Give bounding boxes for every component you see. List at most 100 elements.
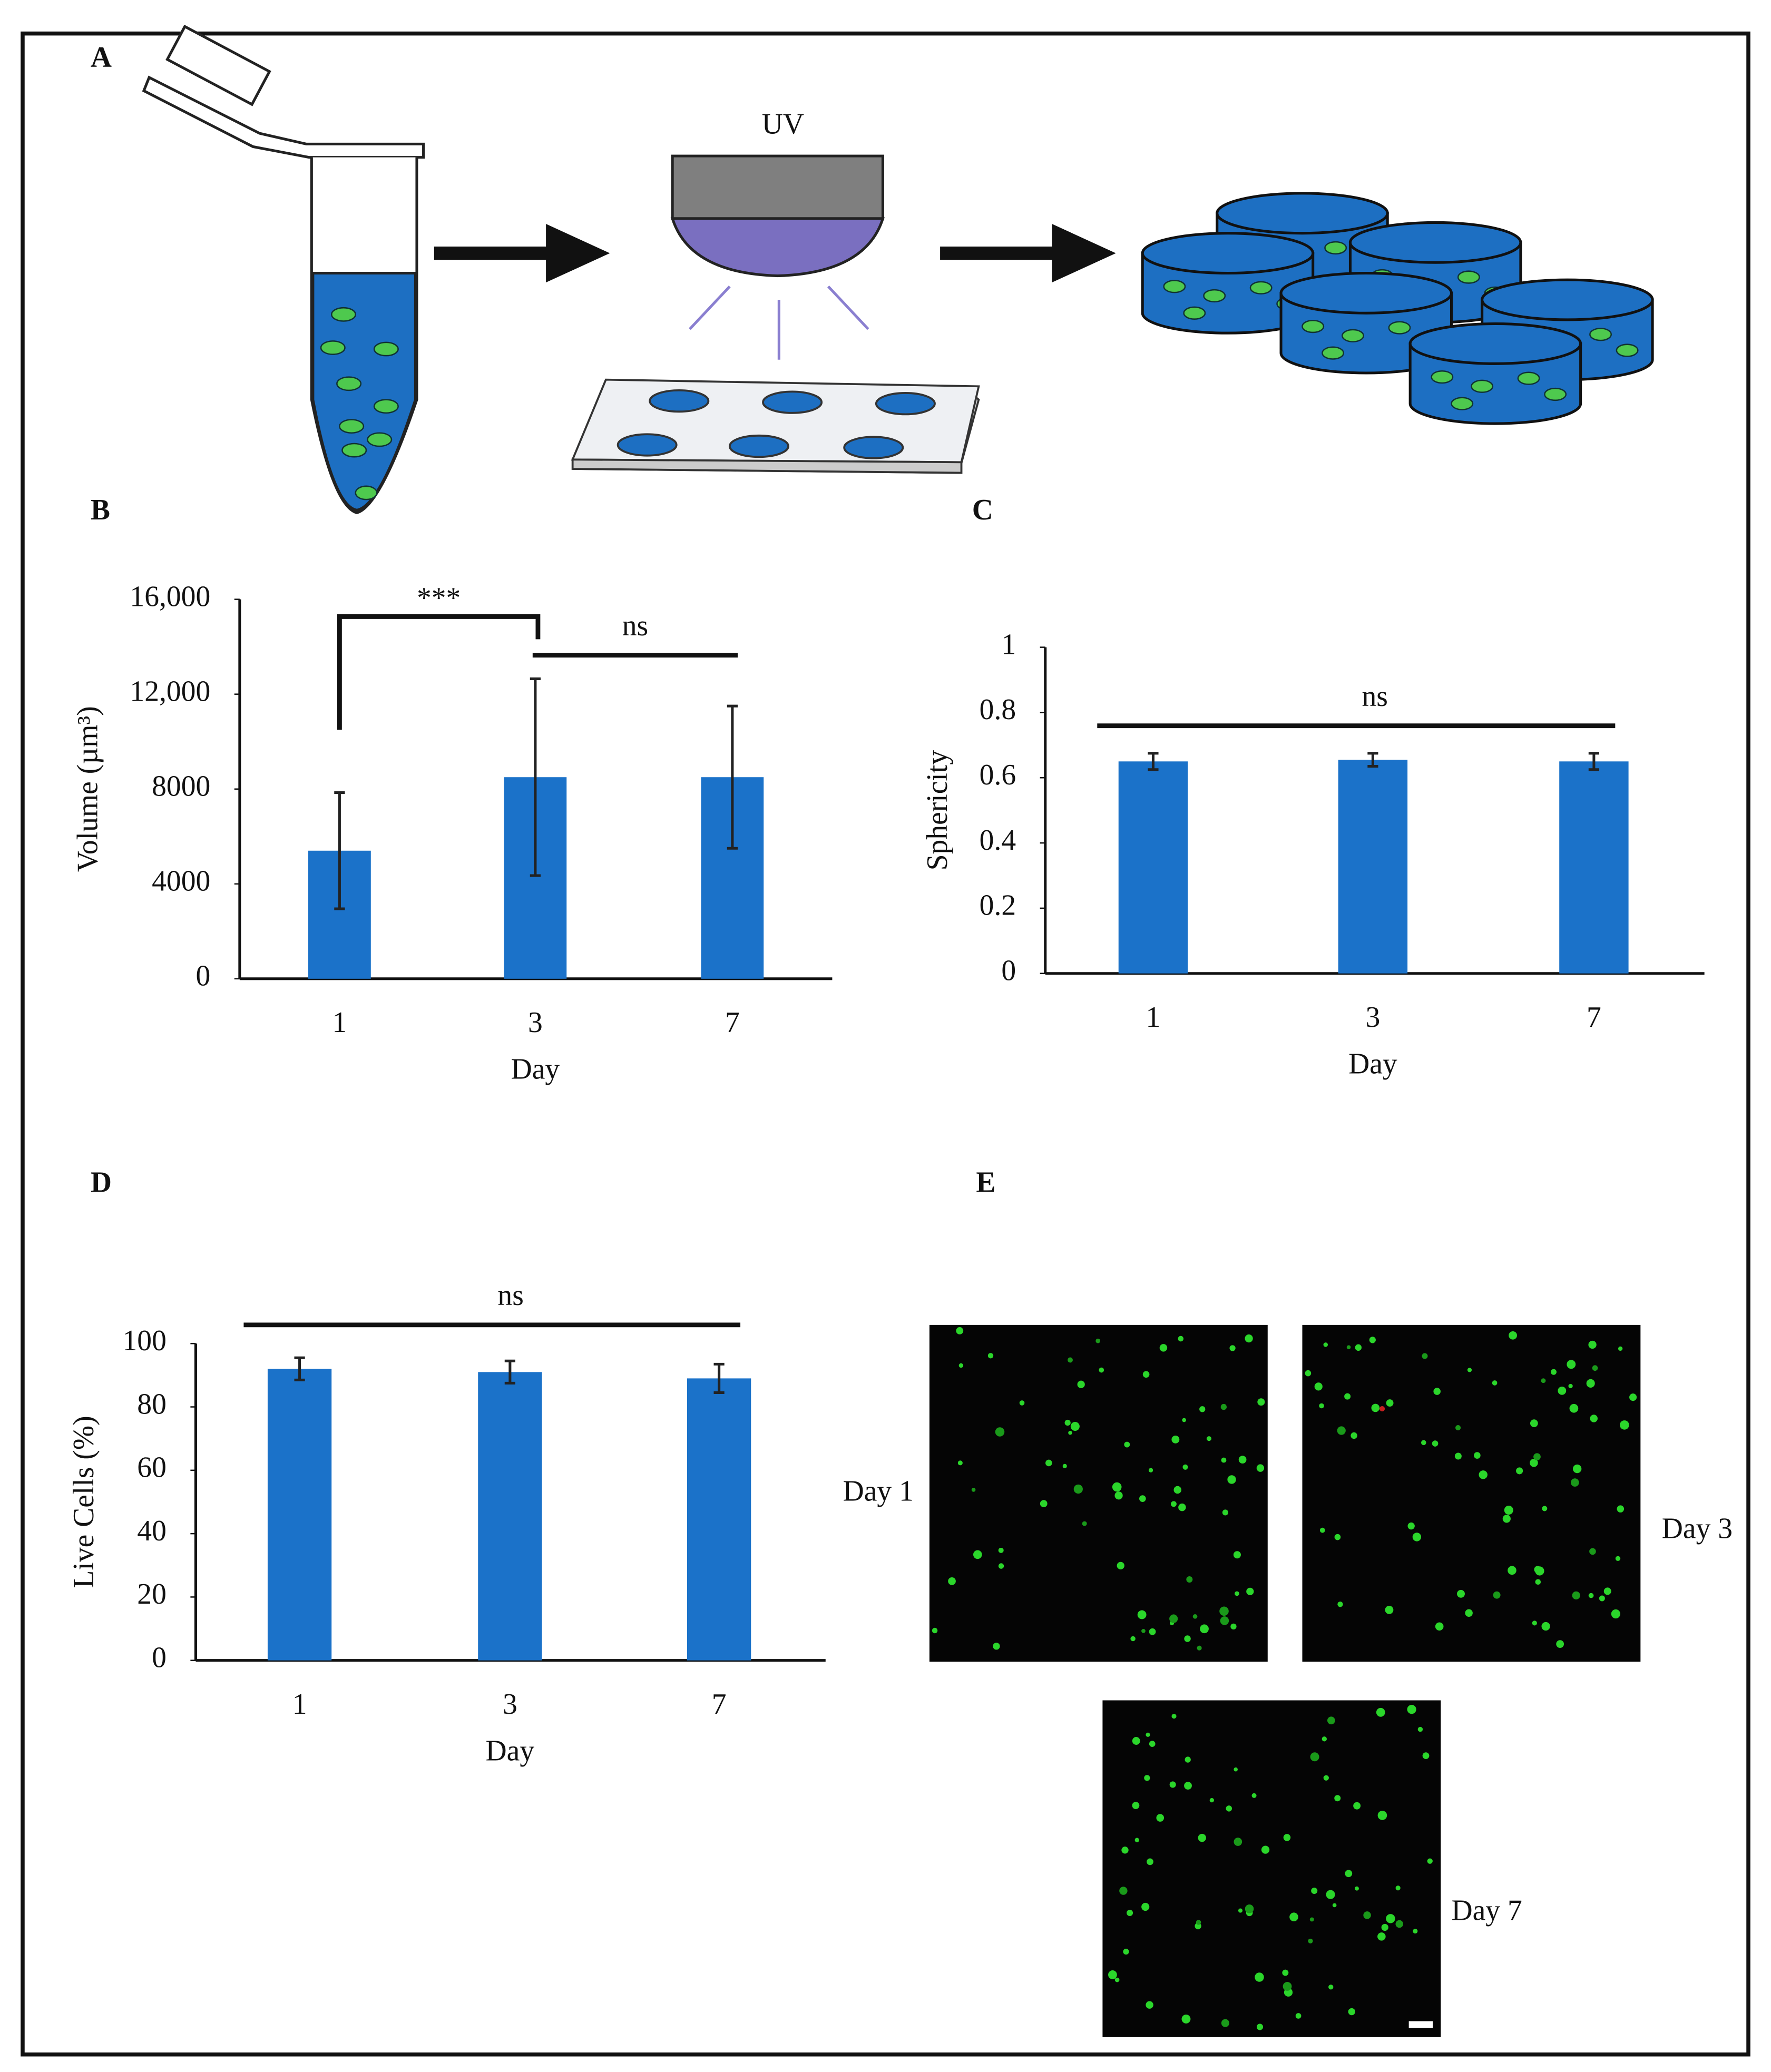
cell-dot	[1381, 1923, 1388, 1931]
cell-dot	[1148, 1468, 1153, 1472]
panel-label: C	[972, 494, 993, 526]
uv-rays	[689, 286, 869, 360]
bar	[267, 1369, 332, 1661]
cell	[1544, 387, 1567, 401]
cell-dot	[973, 1550, 982, 1559]
cell-dot	[1064, 1419, 1071, 1426]
cell-dot	[1095, 1338, 1101, 1343]
cell-dot	[1045, 1459, 1052, 1467]
cell-dot	[1184, 1782, 1192, 1790]
cell-dot	[1377, 1811, 1387, 1820]
cell-dot	[1334, 1795, 1341, 1802]
cell-dot	[1617, 1505, 1625, 1513]
cell-dot	[1319, 1527, 1325, 1533]
significance-label: ***	[417, 582, 461, 614]
cell-dot	[1455, 1425, 1461, 1431]
cell-dot	[1407, 1705, 1416, 1714]
cell-dot	[1310, 1752, 1319, 1762]
cell-dot	[1130, 1636, 1136, 1642]
cell-dot	[1590, 1415, 1598, 1422]
cell-dot	[957, 1460, 963, 1466]
cell-dot	[1192, 1614, 1198, 1619]
cell-dot	[1322, 1736, 1327, 1742]
cell-dot	[1082, 1521, 1087, 1526]
cell	[1517, 371, 1540, 385]
uv-lamp	[670, 154, 885, 278]
cell-dot	[1305, 1370, 1312, 1377]
cell-dot	[1377, 1932, 1386, 1941]
cell	[1431, 370, 1454, 384]
cell-dot	[1493, 1591, 1501, 1599]
y-tick-label: 8000	[152, 770, 210, 802]
cell-dot	[1311, 1887, 1318, 1894]
cell	[1322, 346, 1345, 360]
y-tick-label: 1	[1001, 628, 1016, 661]
cell	[1616, 343, 1639, 357]
cell-dot	[1355, 1344, 1362, 1351]
cell-dot	[1171, 1435, 1180, 1443]
cell-dot	[1572, 1591, 1580, 1600]
cell-dot	[1246, 1587, 1254, 1596]
cell-dot	[1319, 1403, 1324, 1409]
cell-dot	[1435, 1622, 1444, 1631]
cell-dot	[1421, 1440, 1426, 1446]
cell-dot	[1235, 1591, 1239, 1596]
cell-dot	[1261, 1845, 1270, 1854]
cell-dot	[1226, 1805, 1232, 1812]
y-tick-label: 4000	[152, 865, 210, 898]
cells	[320, 307, 399, 500]
cell-dot	[1353, 1802, 1361, 1810]
cell-dot	[1556, 1640, 1564, 1648]
cell-dot	[987, 1353, 994, 1359]
cell-dot	[1141, 1902, 1150, 1911]
cell-dot	[1432, 1440, 1439, 1447]
cell-dot	[1474, 1452, 1481, 1459]
cell-dot	[1127, 1909, 1133, 1916]
micrograph	[929, 1324, 1268, 1662]
cell-dot	[1141, 1628, 1146, 1633]
cell-dot	[998, 1547, 1004, 1553]
cell-dot	[1535, 1579, 1541, 1585]
cell-dot	[1245, 1334, 1253, 1343]
bar	[1559, 761, 1629, 974]
cell-dot	[1592, 1365, 1598, 1371]
y-tick-label: 0.2	[980, 889, 1016, 922]
cell-dot	[1197, 1645, 1202, 1651]
cell-dot	[1040, 1500, 1048, 1508]
hydrogel-disks	[1141, 192, 1654, 425]
cell-dot	[1149, 1628, 1156, 1635]
cell-dot	[1169, 1781, 1176, 1788]
y-tick-label: 0.4	[980, 824, 1016, 857]
y-tick-label: 0	[1001, 954, 1016, 987]
x-tick-label: 3	[503, 1688, 517, 1721]
cell-dot	[1137, 1610, 1147, 1619]
cell-dot	[1283, 1982, 1292, 1991]
cell	[1163, 280, 1186, 293]
cell-dot	[1222, 1509, 1228, 1516]
cell-dot	[1542, 1506, 1548, 1511]
cell-dot	[1376, 1707, 1385, 1717]
cell-dot	[1508, 1566, 1516, 1575]
cell-dot	[1588, 1593, 1594, 1598]
cell-dot	[1492, 1380, 1498, 1386]
y-axis-title: Live Cells (%)	[67, 1416, 100, 1588]
cell-dot	[1386, 1399, 1394, 1407]
cell-dot	[1395, 1920, 1403, 1928]
cell-dot	[948, 1577, 956, 1585]
bar	[1338, 760, 1408, 974]
micrograph-label: Day 1	[843, 1475, 914, 1508]
cell-dot	[1238, 1456, 1247, 1464]
y-tick-label: 0.8	[980, 693, 1016, 726]
disk-top	[1348, 221, 1522, 264]
cell-dot	[1238, 1908, 1243, 1913]
cell-dot	[1196, 1920, 1201, 1925]
cell-dot	[1124, 1441, 1130, 1448]
dead-cell-dot	[1379, 1406, 1385, 1412]
cell-dot	[1251, 1793, 1257, 1798]
cell-dot	[1159, 1344, 1168, 1352]
cell-dot	[1532, 1621, 1537, 1626]
cell-dot	[1599, 1595, 1605, 1602]
cell-dot	[932, 1627, 938, 1634]
cell-dot	[1134, 1838, 1139, 1842]
cell-dot	[1412, 1533, 1422, 1541]
